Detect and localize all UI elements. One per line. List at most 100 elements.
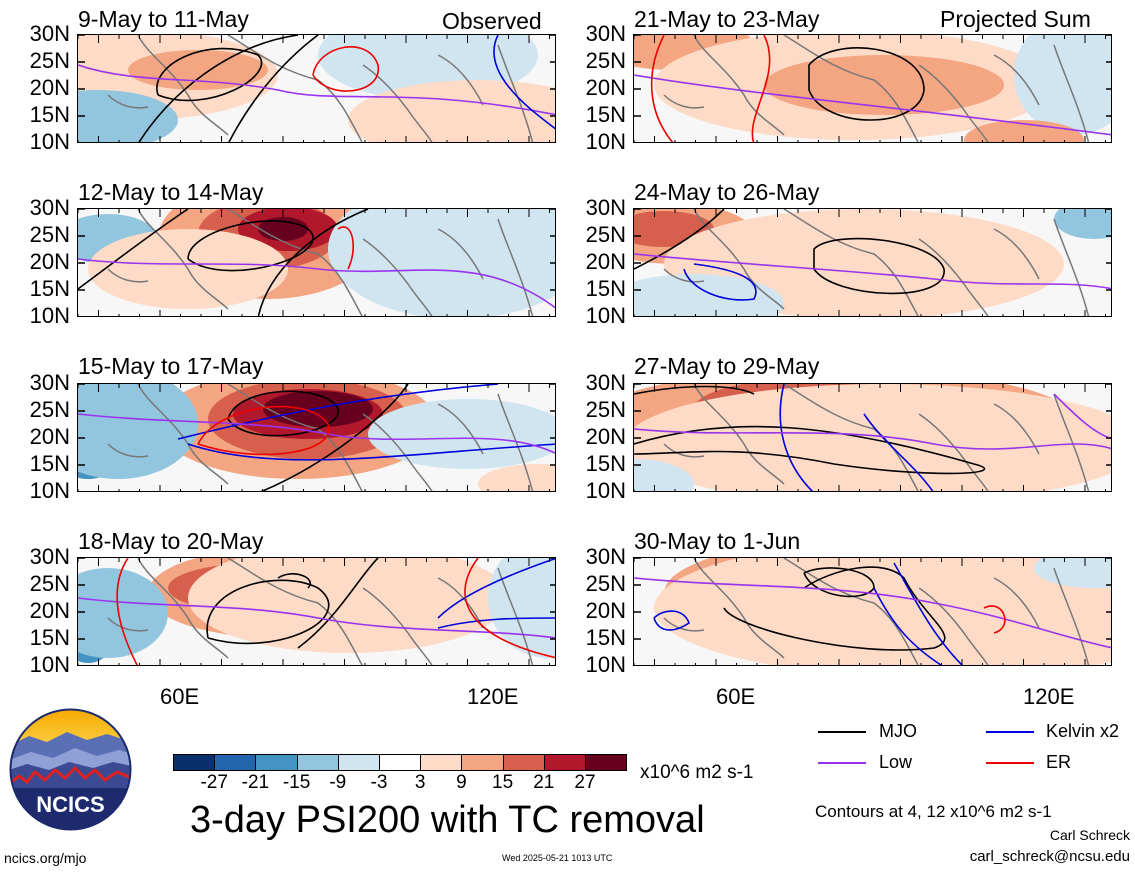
anomaly-shading (348, 80, 555, 142)
contour-line (634, 385, 755, 395)
contour-line (227, 390, 339, 437)
lat-label: 20N (585, 598, 626, 623)
lat-label: 10N (585, 478, 626, 503)
contour-line (634, 74, 1111, 136)
contour-line (634, 428, 1111, 450)
contour-line (893, 562, 964, 665)
contour-line (634, 577, 1111, 649)
anomaly-shading (328, 209, 555, 316)
anomaly-shading (478, 464, 555, 491)
lat-label: 30N (585, 21, 626, 46)
lat-label: 15N (29, 102, 70, 127)
contour-line (751, 35, 771, 142)
coastline (663, 384, 1090, 491)
lat-label: 30N (585, 370, 626, 395)
contour-line (1053, 393, 1111, 440)
panel-title-3: 15-May to 17-May (78, 353, 264, 379)
lat-label: 25N (29, 48, 70, 73)
units-label: x10^6 m2 s-1 (640, 762, 754, 783)
contour-line (683, 263, 757, 301)
lat-label: 15N (29, 451, 70, 476)
lat-label: 25N (585, 48, 626, 73)
colorbar-label: -15 (282, 772, 311, 793)
lat-label: 30N (29, 370, 70, 395)
contour-line (78, 258, 555, 309)
contour-line (177, 384, 499, 440)
panel-title-5: 21-May to 23-May (634, 6, 820, 32)
contour-line (653, 610, 690, 631)
colorbar-swatch (173, 754, 216, 771)
timestamp: Wed 2025-05-21 1013 UTC (502, 853, 613, 863)
lat-label: 20N (29, 75, 70, 100)
colorbar-swatch (461, 754, 504, 771)
lat-label: 15N (29, 276, 70, 301)
coastline (107, 209, 534, 316)
map-panel-observed-4 (77, 557, 556, 666)
lat-label: 10N (29, 303, 70, 328)
legend-label-er: ER (1046, 752, 1072, 772)
figure-title: 3-day PSI200 with TC removal (190, 799, 705, 841)
colorbar-swatch (585, 754, 628, 771)
lat-label: 30N (29, 544, 70, 569)
colorbar-swatch (255, 754, 298, 771)
legend-line-mjo (818, 731, 866, 733)
lat-label: 15N (585, 625, 626, 650)
contour-line (187, 220, 314, 272)
contour-line (116, 558, 138, 665)
contour-line (437, 617, 555, 629)
contour-line (337, 226, 354, 270)
anomaly-shading (634, 384, 1111, 491)
colorbar-swatch (420, 754, 463, 771)
panel-title-6: 24-May to 26-May (634, 179, 820, 205)
contour-line (156, 47, 263, 102)
colorbar-swatch (296, 754, 339, 771)
site-url: ncics.org/mjo (4, 850, 87, 866)
contour-line (983, 605, 1006, 634)
lat-label: 25N (585, 222, 626, 247)
colorbar-label: -21 (241, 772, 270, 793)
anomaly-shading (1034, 558, 1111, 588)
contour-line (138, 35, 299, 142)
contour-line (297, 558, 379, 649)
lat-label: 10N (585, 652, 626, 677)
lat-label: 30N (585, 195, 626, 220)
anomaly-shading (764, 55, 1004, 115)
ncics-logo: NCICS (9, 708, 132, 831)
anomaly-shading (654, 558, 1111, 665)
lat-label: 25N (29, 571, 70, 596)
colorbar-label: 27 (574, 772, 596, 793)
panel-title-1: 9-May to 11-May (78, 6, 249, 32)
map-panel-projected-1 (633, 34, 1112, 143)
lon-label-60e-left: 60E (160, 684, 200, 709)
colorbar-label: -9 (329, 772, 347, 793)
lat-label: 20N (585, 424, 626, 449)
colorbar-label: 21 (533, 772, 555, 793)
contour-line (277, 573, 311, 589)
contour-line (634, 253, 1111, 290)
lat-label: 10N (29, 129, 70, 154)
coastline (663, 558, 1090, 665)
lat-label: 30N (29, 21, 70, 46)
contour-line (873, 587, 943, 665)
contour-line (813, 237, 945, 295)
lat-label: 20N (585, 75, 626, 100)
panel-title-2: 12-May to 14-May (78, 179, 264, 205)
lat-label: 20N (29, 249, 70, 274)
legend-line-kelvin (986, 731, 1034, 733)
contour-line (779, 384, 814, 491)
contour-line (78, 209, 189, 290)
lat-label: 15N (29, 625, 70, 650)
panel-title-7: 27-May to 29-May (634, 353, 820, 379)
map-panel-projected-3 (633, 383, 1112, 492)
contour-line (863, 413, 934, 491)
legend-label-low: Low (879, 752, 913, 772)
lon-label-60e-right: 60E (716, 684, 756, 709)
map-panel-observed-2 (77, 208, 556, 317)
colorbar-label: -3 (370, 772, 388, 793)
anomaly-shading (263, 391, 373, 427)
lat-label: 10N (585, 303, 626, 328)
coastline (663, 209, 1090, 316)
contour-line (187, 443, 555, 461)
legend-label-mjo: MJO (879, 721, 917, 741)
colorbar-swatch (543, 754, 586, 771)
